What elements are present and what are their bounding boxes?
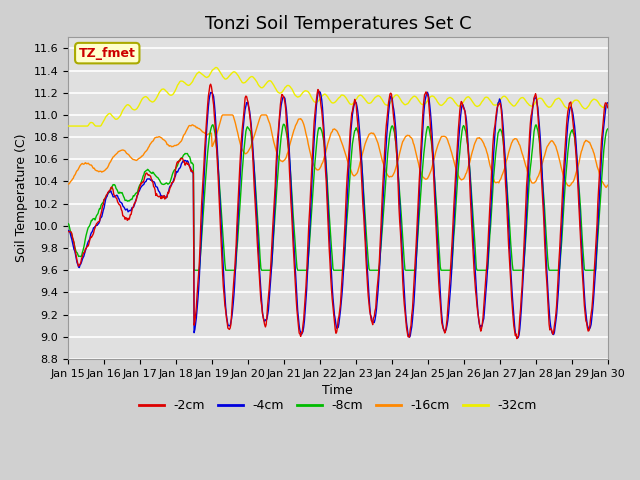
Y-axis label: Soil Temperature (C): Soil Temperature (C): [15, 134, 28, 263]
Text: TZ_fmet: TZ_fmet: [79, 47, 136, 60]
Legend: -2cm, -4cm, -8cm, -16cm, -32cm: -2cm, -4cm, -8cm, -16cm, -32cm: [134, 394, 542, 417]
X-axis label: Time: Time: [323, 384, 353, 397]
Title: Tonzi Soil Temperatures Set C: Tonzi Soil Temperatures Set C: [205, 15, 471, 33]
